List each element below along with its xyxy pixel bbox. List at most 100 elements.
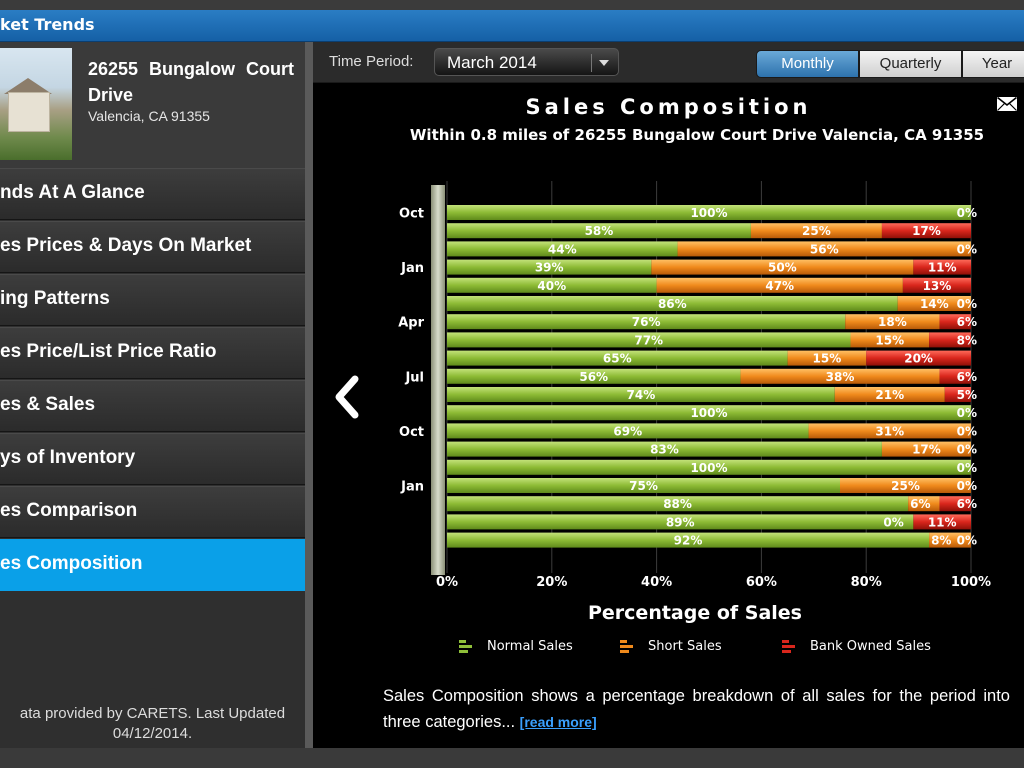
- bar-segment-short-sales: [840, 478, 971, 493]
- bar-segment-bank-owned-sales: [939, 314, 971, 330]
- data-label: 44%: [548, 242, 577, 256]
- chart-description: Sales Composition shows a percentage bre…: [383, 683, 1010, 735]
- property-address-line1: 26255 Bungalow Court Drive: [88, 59, 294, 105]
- bar-segment-normal-sales: [447, 459, 971, 475]
- data-label: 17%: [912, 443, 941, 457]
- legend-swatch: [782, 645, 795, 648]
- data-label: 6%: [957, 315, 977, 329]
- bar-segment-short-sales: [881, 441, 971, 457]
- description-text: Sales Composition shows a percentage bre…: [383, 687, 1010, 731]
- bar-segment-normal-sales: [447, 205, 971, 220]
- sidebar-item-trends-at-a-glance[interactable]: nds At A Glance: [0, 168, 305, 220]
- time-period-value: March 2014: [447, 53, 537, 72]
- legend-swatch: [620, 640, 627, 643]
- app-title-bar: ket Trends: [0, 10, 1024, 42]
- bar-segment-short-sales: [929, 532, 971, 548]
- bar-segment-normal-sales: [447, 532, 930, 548]
- legend-swatch: [782, 640, 789, 643]
- y-tick-label: Jan: [400, 261, 424, 276]
- tab-quarterly[interactable]: Quarterly: [859, 50, 962, 78]
- data-label: 75%: [629, 479, 658, 493]
- read-more-link[interactable]: [read more]: [519, 714, 597, 730]
- bar-segment-short-sales: [740, 368, 940, 384]
- sidebar-item-sales-prices-days-on-market[interactable]: es Prices & Days On Market: [0, 221, 305, 273]
- app-title: ket Trends: [0, 15, 95, 34]
- x-tick-label: 20%: [536, 575, 567, 590]
- data-label: 31%: [875, 424, 904, 438]
- sidebar-item-listings-sales[interactable]: es & Sales: [0, 380, 305, 432]
- data-label: 6%: [910, 497, 930, 511]
- legend-swatch: [459, 650, 468, 653]
- bar-segment-bank-owned-sales: [881, 223, 971, 239]
- data-label: 0%: [957, 406, 977, 420]
- bar-segment-normal-sales: [447, 350, 788, 366]
- legend-label: Short Sales: [648, 639, 722, 654]
- data-label: 100%: [690, 406, 727, 420]
- chart-pane: Sales Composition Within 0.8 miles of 26…: [313, 83, 1024, 748]
- browser-top-strip: [0, 0, 1024, 10]
- y-tick-label: Oct: [399, 425, 424, 440]
- bar-segment-normal-sales: [447, 405, 971, 421]
- data-label: 100%: [690, 461, 727, 475]
- x-tick-label: 40%: [641, 575, 672, 590]
- chevron-left-icon[interactable]: [333, 375, 359, 419]
- footer-line2: 04/12/2014.: [112, 725, 193, 742]
- bar-segment-short-sales: [750, 223, 882, 239]
- y-tick-label: Oct: [399, 207, 424, 222]
- data-label: 0%: [957, 479, 977, 493]
- bar-segment-normal-sales: [447, 277, 657, 293]
- data-label: 0%: [883, 515, 903, 529]
- bar-segment-normal-sales: [447, 314, 846, 330]
- data-label: 38%: [826, 370, 855, 384]
- bar-segment-bank-owned-sales: [913, 514, 971, 530]
- data-label: 11%: [928, 261, 957, 275]
- bar-segment-normal-sales: [447, 332, 851, 348]
- data-label: 89%: [666, 515, 695, 529]
- house-roof-shape: [4, 78, 52, 94]
- data-label: 5%: [957, 388, 977, 402]
- data-label: 74%: [627, 388, 656, 402]
- data-label: 76%: [632, 315, 661, 329]
- legend-swatch: [620, 650, 629, 653]
- bar-segment-bank-owned-sales: [944, 387, 971, 402]
- data-label: 13%: [923, 279, 952, 293]
- sidebar-item-sales-composition[interactable]: es Composition: [0, 539, 305, 591]
- x-tick-label: 60%: [746, 575, 777, 590]
- data-label: 14%: [920, 297, 949, 311]
- property-card[interactable]: 26255 Bungalow Court Drive Valencia, CA …: [0, 42, 305, 170]
- legend-label: Normal Sales: [487, 639, 573, 654]
- y-tick-label: Jul: [404, 370, 424, 385]
- email-icon[interactable]: [997, 97, 1017, 111]
- property-address-line2: Valencia, CA 91355: [88, 108, 210, 124]
- sidebar-item-sales-price-list-price-ratio[interactable]: es Price/List Price Ratio: [0, 327, 305, 379]
- sidebar-item-label: es Price/List Price Ratio: [0, 341, 217, 362]
- sidebar-item-sales-comparison[interactable]: es Comparison: [0, 486, 305, 538]
- sidebar-item-label: es Prices & Days On Market: [0, 235, 252, 256]
- data-label: 8%: [957, 333, 977, 347]
- legend-swatch: [620, 645, 633, 648]
- tab-monthly[interactable]: Monthly: [756, 50, 859, 78]
- y-tick-label: Apr: [398, 316, 424, 331]
- data-label: 8%: [931, 534, 951, 548]
- sidebar-item-days-of-inventory[interactable]: ys of Inventory: [0, 433, 305, 485]
- chart-title: Sales Composition: [525, 95, 812, 119]
- bar-segment-short-sales: [787, 350, 867, 366]
- data-label: 65%: [603, 352, 632, 366]
- bar-segment-short-sales: [834, 387, 945, 402]
- data-label: 56%: [810, 242, 839, 256]
- data-source-footer: ata provided by CARETS. Last Updated 04/…: [0, 704, 305, 744]
- data-label: 50%: [768, 261, 797, 275]
- data-label: 100%: [690, 206, 727, 220]
- bar-segment-short-sales: [908, 496, 940, 512]
- bar-segment-normal-sales: [447, 368, 741, 384]
- time-period-dropdown[interactable]: March 2014: [434, 48, 619, 76]
- tab-yearly[interactable]: Year: [962, 50, 1024, 78]
- sidebar-item-pricing-patterns[interactable]: ing Patterns: [0, 274, 305, 326]
- data-label: 0%: [957, 297, 977, 311]
- legend-swatch: [459, 640, 466, 643]
- bar-segment-normal-sales: [447, 496, 909, 512]
- data-label: 25%: [891, 479, 920, 493]
- sidebar-item-label: es Comparison: [0, 500, 138, 521]
- data-label: 40%: [537, 279, 566, 293]
- y-tick-label: Jan: [400, 480, 424, 495]
